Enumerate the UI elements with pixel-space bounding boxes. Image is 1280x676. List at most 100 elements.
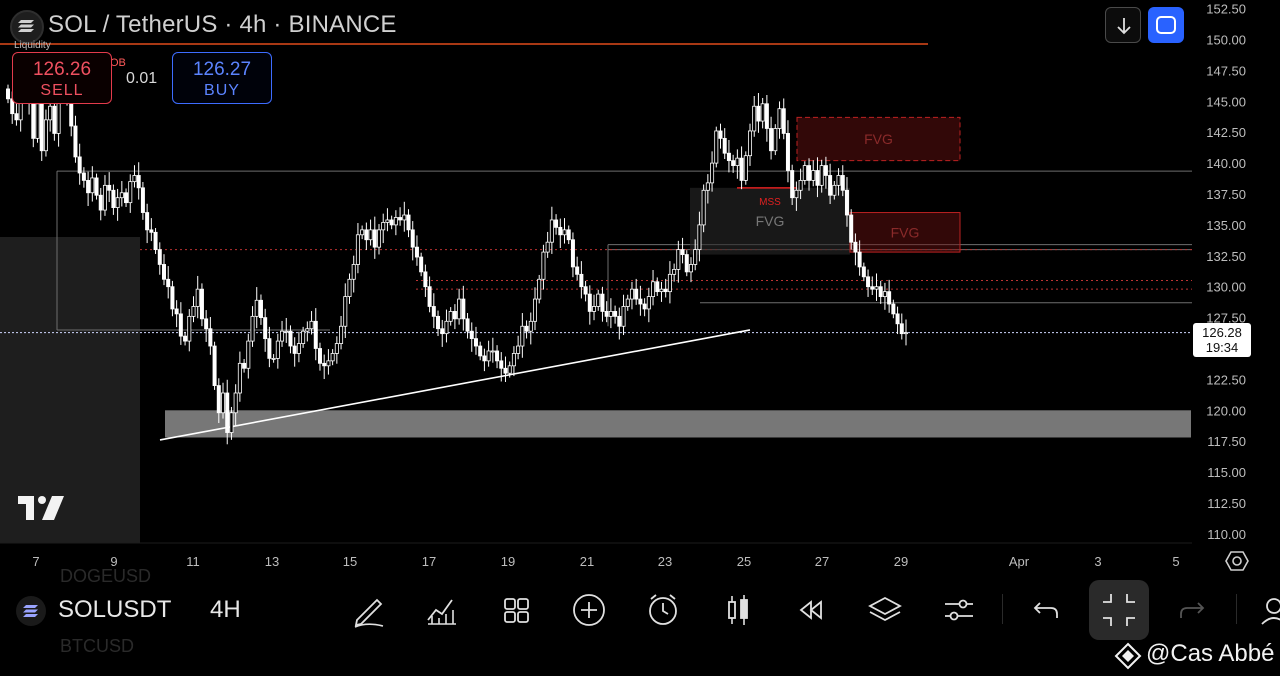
candle — [853, 233, 858, 266]
candle — [882, 282, 887, 310]
candle — [343, 283, 348, 338]
candle — [322, 354, 327, 380]
layers-icon[interactable] — [865, 590, 905, 630]
bottom-toolbar — [0, 576, 1280, 676]
time-tick-label: 23 — [658, 554, 672, 569]
candle-body-down — [583, 286, 588, 295]
candle-body-up — [697, 224, 702, 251]
candle-body-up — [490, 350, 495, 353]
candle — [878, 280, 883, 304]
candle — [798, 168, 803, 200]
candle-body-down — [98, 194, 103, 211]
arrow-down-icon — [1117, 18, 1131, 35]
price-tick-label: 127.50 — [1206, 311, 1246, 326]
candle-body-up — [334, 343, 339, 354]
redo-icon[interactable] — [1173, 590, 1213, 630]
candle — [402, 201, 407, 232]
candle-body-down — [86, 180, 91, 194]
layouts-icon[interactable] — [496, 590, 536, 630]
candle-body-down — [372, 229, 377, 248]
candle — [887, 279, 892, 313]
sell-button[interactable]: 126.26 SELL — [12, 52, 112, 104]
candle-body-down — [756, 105, 761, 122]
candle — [815, 157, 820, 198]
candle — [646, 287, 651, 323]
candle-body-down — [807, 165, 812, 181]
candle — [697, 211, 702, 262]
candle — [368, 219, 373, 246]
replay-candles-icon[interactable] — [718, 590, 758, 630]
candle-body-up — [625, 298, 630, 307]
candle — [874, 273, 879, 301]
candle — [258, 294, 263, 325]
candle-body-up — [221, 392, 226, 414]
timeframe-selector[interactable]: 4H — [210, 596, 241, 623]
mss-label: MSS — [759, 197, 781, 208]
collapse-button[interactable] — [1089, 580, 1149, 640]
rewind-icon[interactable] — [791, 590, 831, 630]
fvg-label-0: FVG — [864, 131, 893, 147]
candle-body-up — [330, 353, 335, 362]
candle — [684, 250, 689, 277]
candle-body-up — [659, 288, 664, 293]
candle-body-up — [132, 175, 137, 183]
candle — [604, 301, 609, 323]
candle-body-down — [436, 315, 441, 330]
candle-body-up — [651, 281, 656, 297]
candle-body-down — [891, 303, 896, 315]
candle-body-down — [861, 266, 866, 278]
candle-body-down — [781, 108, 786, 134]
candle — [330, 349, 335, 366]
candle-body-up — [710, 162, 715, 184]
candle-body-up — [48, 105, 53, 121]
candle-body-up — [355, 234, 360, 265]
candle-body-up — [562, 229, 567, 236]
price-chart[interactable]: FVG FVG FVG MSS 152.50 150.00 147.50 145.00 142… — [0, 0, 1280, 576]
candle-body-down — [140, 187, 145, 213]
candle — [895, 306, 900, 335]
symbol-selector[interactable]: SOLUSDT — [58, 596, 172, 623]
undo-icon[interactable] — [1025, 590, 1065, 630]
price-tick-label: 130.00 — [1206, 280, 1246, 295]
fullscreen-button[interactable] — [1148, 7, 1184, 43]
candle — [756, 93, 761, 133]
scroll-to-latest-button[interactable] — [1105, 7, 1141, 43]
candle-body-up — [393, 217, 398, 226]
draw-icon[interactable] — [349, 590, 389, 630]
candle-body-down — [638, 298, 643, 305]
indicators-icon[interactable] — [422, 590, 462, 630]
candle-body-up — [229, 412, 234, 433]
add-icon[interactable] — [569, 590, 609, 630]
price-tick-label: 117.50 — [1207, 434, 1246, 449]
candle-body-up — [752, 105, 757, 132]
candle — [183, 331, 188, 346]
candle — [313, 308, 318, 361]
candle-body-up — [343, 296, 348, 327]
buy-button[interactable]: 126.27 BUY — [172, 52, 272, 104]
candle-body-down — [680, 249, 685, 255]
candle — [237, 351, 242, 402]
candle-body-down — [887, 291, 892, 305]
candle-body-down — [452, 311, 457, 320]
candle — [735, 149, 740, 179]
candle-body-up — [301, 330, 306, 344]
settings-sliders-icon[interactable] — [939, 590, 979, 630]
candle-body-up — [705, 182, 710, 191]
candle — [94, 173, 99, 200]
candle — [844, 177, 849, 227]
profile-icon[interactable] — [1254, 590, 1280, 630]
expand-icon — [1156, 16, 1176, 34]
candle-body-up — [402, 214, 407, 221]
candle — [465, 313, 470, 339]
candle-body-down — [604, 311, 609, 317]
candle — [115, 188, 120, 221]
candle-body-down — [427, 286, 432, 307]
candle — [752, 95, 757, 137]
chart-settings-icon[interactable] — [1225, 549, 1249, 573]
candle — [140, 182, 145, 220]
candle-body-up — [195, 288, 200, 307]
alert-icon[interactable] — [643, 590, 683, 630]
candle-body-down — [398, 217, 403, 221]
candle-body-up — [271, 357, 276, 360]
time-tick-label: 5 — [1172, 554, 1179, 569]
